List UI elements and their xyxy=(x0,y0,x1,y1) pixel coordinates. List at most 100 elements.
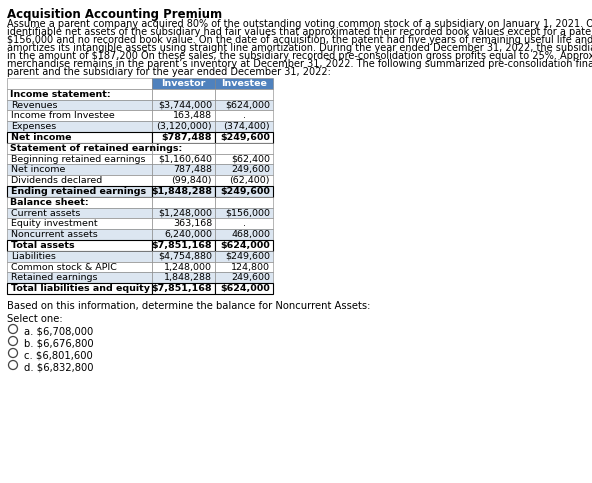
Bar xyxy=(7,111,152,121)
Bar xyxy=(215,132,273,143)
Text: Dividends declared: Dividends declared xyxy=(11,176,102,185)
Bar xyxy=(152,121,215,132)
Text: Acquisition Accounting Premium: Acquisition Accounting Premium xyxy=(7,8,222,21)
Text: parent and the subsidiary for the year ended December 31, 2022:: parent and the subsidiary for the year e… xyxy=(7,67,331,77)
Text: 6,240,000: 6,240,000 xyxy=(164,230,212,239)
Bar xyxy=(7,132,152,143)
Bar xyxy=(7,229,152,240)
Bar xyxy=(152,262,215,272)
Text: Beginning retained earnings: Beginning retained earnings xyxy=(11,155,146,164)
Bar xyxy=(152,154,215,164)
Text: Liabilities: Liabilities xyxy=(11,252,56,261)
Bar xyxy=(215,283,273,294)
Text: Net income: Net income xyxy=(11,165,65,174)
Bar xyxy=(215,197,273,208)
Bar xyxy=(215,229,273,240)
Bar xyxy=(152,164,215,175)
Text: Revenues: Revenues xyxy=(11,100,57,110)
Text: $7,851,168: $7,851,168 xyxy=(152,284,212,293)
Bar xyxy=(152,78,215,89)
Bar xyxy=(7,251,152,262)
Bar xyxy=(152,272,215,283)
Text: $624,000: $624,000 xyxy=(220,284,270,293)
Bar xyxy=(7,208,152,218)
Text: Current assets: Current assets xyxy=(11,209,81,217)
Text: 1,848,288: 1,848,288 xyxy=(164,273,212,282)
Text: (62,400): (62,400) xyxy=(230,176,270,185)
Text: Investee: Investee xyxy=(221,79,267,88)
Text: (374,400): (374,400) xyxy=(223,122,270,131)
Text: Ending retained earnings: Ending retained earnings xyxy=(11,187,146,196)
Bar xyxy=(215,208,273,218)
Text: $4,754,880: $4,754,880 xyxy=(158,252,212,261)
Text: Based on this information, determine the balance for Noncurrent Assets:: Based on this information, determine the… xyxy=(7,301,371,311)
Bar xyxy=(215,251,273,262)
Text: Select one:: Select one: xyxy=(7,314,63,324)
Text: amortizes its intangible assets using straight line amortization. During the yea: amortizes its intangible assets using st… xyxy=(7,43,592,53)
Bar xyxy=(215,121,273,132)
Text: 124,800: 124,800 xyxy=(231,262,270,271)
Text: 1,248,000: 1,248,000 xyxy=(164,262,212,271)
Text: $249,600: $249,600 xyxy=(220,187,270,196)
Bar xyxy=(7,218,152,229)
Bar xyxy=(152,218,215,229)
Bar xyxy=(215,175,273,186)
Bar xyxy=(215,186,273,197)
Bar xyxy=(152,143,215,154)
Bar xyxy=(7,175,152,186)
Bar xyxy=(7,89,152,99)
Bar xyxy=(215,99,273,111)
Bar xyxy=(7,164,152,175)
Text: $7,851,168: $7,851,168 xyxy=(152,241,212,250)
Text: $1,248,000: $1,248,000 xyxy=(158,209,212,217)
Bar xyxy=(152,175,215,186)
Bar xyxy=(152,99,215,111)
Text: (99,840): (99,840) xyxy=(172,176,212,185)
Bar xyxy=(7,78,152,89)
Text: Total assets: Total assets xyxy=(11,241,75,250)
Bar xyxy=(7,283,152,294)
Text: $62,400: $62,400 xyxy=(231,155,270,164)
Bar xyxy=(215,272,273,283)
Bar xyxy=(152,186,215,197)
Text: merchandise remains in the parent’s inventory at December 31, 2022. The followin: merchandise remains in the parent’s inve… xyxy=(7,59,592,69)
Bar xyxy=(152,89,215,99)
Text: Assume a parent company acquired 80% of the outstanding voting common stock of a: Assume a parent company acquired 80% of … xyxy=(7,19,592,29)
Text: $156,000: $156,000 xyxy=(225,209,270,217)
Text: $249,600: $249,600 xyxy=(220,133,270,142)
Text: 163,488: 163,488 xyxy=(173,111,212,120)
Bar xyxy=(152,283,215,294)
Text: Expenses: Expenses xyxy=(11,122,56,131)
Text: Retained earnings: Retained earnings xyxy=(11,273,98,282)
Text: Balance sheet:: Balance sheet: xyxy=(10,198,89,207)
Text: (3,120,000): (3,120,000) xyxy=(156,122,212,131)
Bar xyxy=(7,240,152,251)
Text: .: . xyxy=(243,219,246,228)
Text: 363,168: 363,168 xyxy=(173,219,212,228)
Text: Net income: Net income xyxy=(11,133,72,142)
Text: $3,744,000: $3,744,000 xyxy=(158,100,212,110)
Text: Income statement:: Income statement: xyxy=(10,90,111,99)
Bar xyxy=(7,99,152,111)
Bar xyxy=(7,186,152,197)
Text: Equity investment: Equity investment xyxy=(11,219,98,228)
Text: $156,000 and no recorded book value. On the date of acquisition, the patent had : $156,000 and no recorded book value. On … xyxy=(7,35,592,45)
Text: identifiable net assets of the subsidiary had fair values that approximated thei: identifiable net assets of the subsidiar… xyxy=(7,27,592,37)
Bar xyxy=(215,143,273,154)
Text: Total liabilities and equity: Total liabilities and equity xyxy=(11,284,150,293)
Bar xyxy=(215,154,273,164)
Bar xyxy=(7,121,152,132)
Text: b. $6,676,800: b. $6,676,800 xyxy=(24,338,94,348)
Text: $787,488: $787,488 xyxy=(162,133,212,142)
Bar xyxy=(215,78,273,89)
Bar xyxy=(215,218,273,229)
Text: a. $6,708,000: a. $6,708,000 xyxy=(24,326,94,336)
Text: $1,160,640: $1,160,640 xyxy=(158,155,212,164)
Text: in the amount of $187,200 On these sales, the subsidiary recorded pre-consolidat: in the amount of $187,200 On these sales… xyxy=(7,51,592,61)
Bar xyxy=(215,164,273,175)
Bar xyxy=(7,272,152,283)
Text: Common stock & APIC: Common stock & APIC xyxy=(11,262,117,271)
Text: $1,848,288: $1,848,288 xyxy=(151,187,212,196)
Bar xyxy=(152,229,215,240)
Text: c. $6,801,600: c. $6,801,600 xyxy=(24,350,93,360)
